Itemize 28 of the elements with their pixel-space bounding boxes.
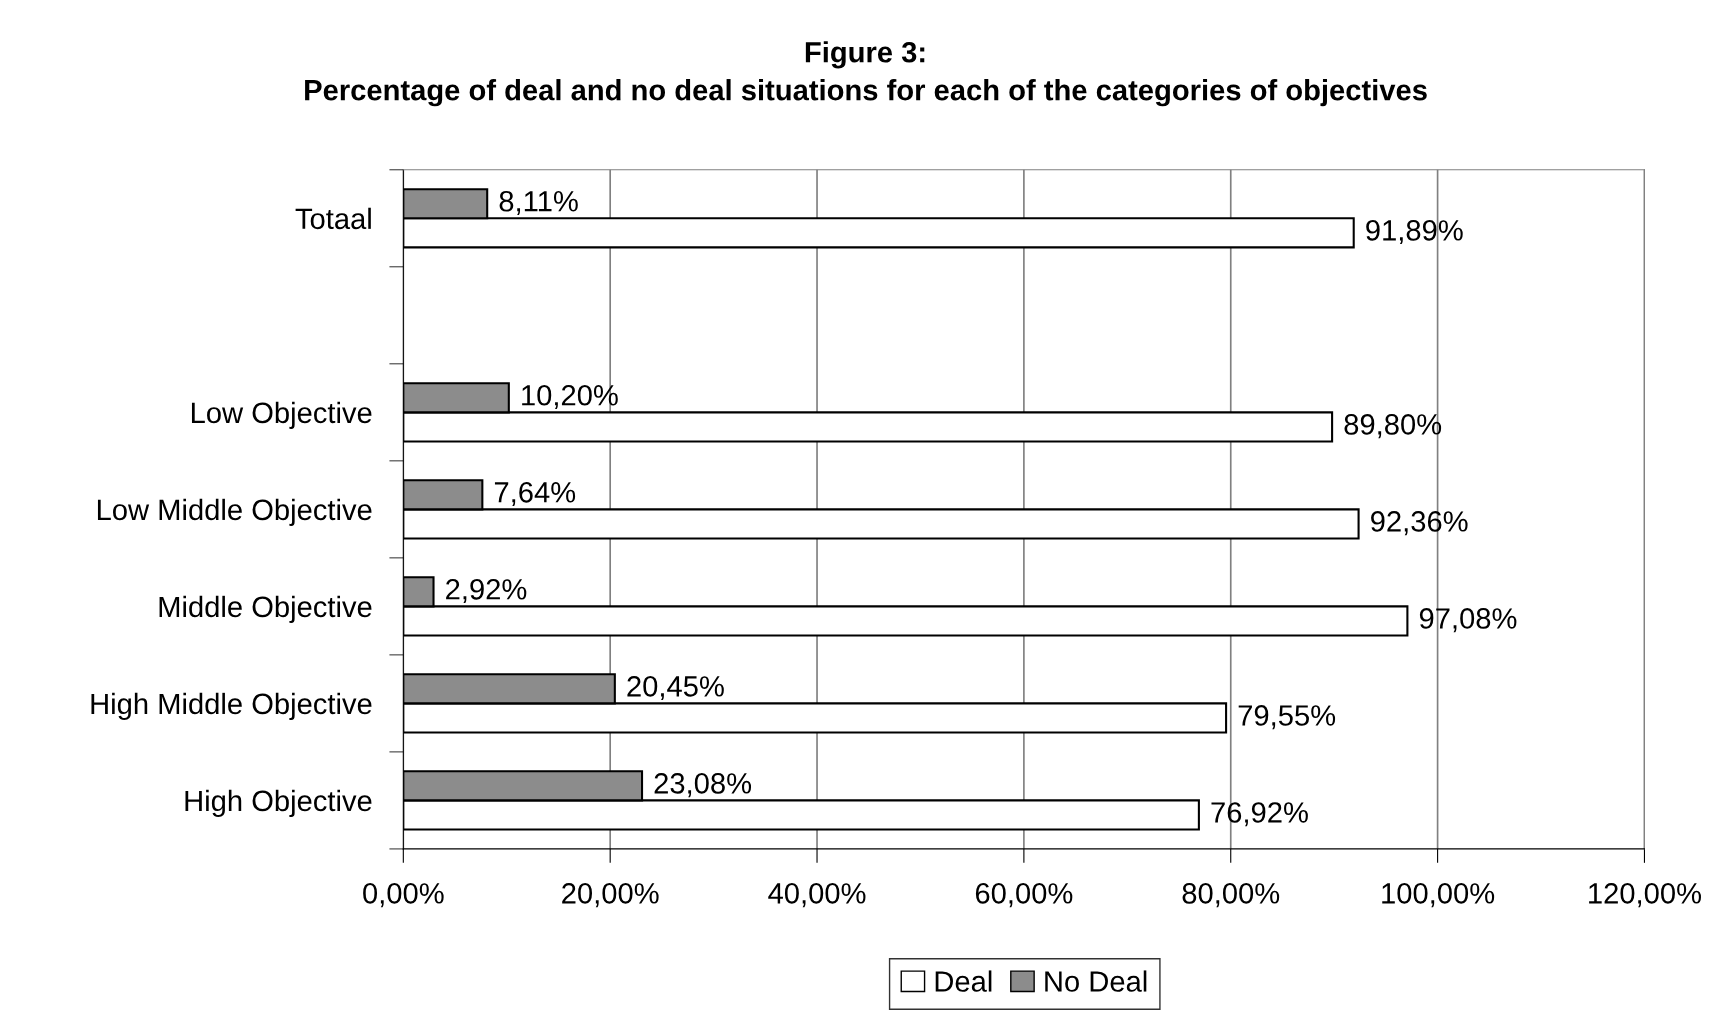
data-label: 8,11%: [499, 190, 578, 216]
y-tick-label: Middle Objective: [159, 595, 372, 623]
data-label: 92,36%: [1371, 511, 1468, 536]
x-tick-label: 60,00%: [975, 883, 1073, 908]
legend-label: Deal: [935, 970, 992, 992]
data-label: 7,64%: [494, 481, 576, 507]
data-label: 2,92%: [446, 579, 527, 604]
chart-title: Figure 3: Percentage of deal and no deal situations for each of the categories of objectives: [305, 41, 1427, 107]
data-label: 91,89%: [1366, 220, 1463, 245]
data-label: 10,20%: [522, 384, 618, 410]
data-label: 20,45%: [627, 676, 724, 701]
y-tick-label: Low Middle Objective: [97, 498, 372, 526]
data-label: 97,08%: [1419, 608, 1517, 633]
x-tick-label: 40,00%: [768, 883, 866, 908]
y-tick-label: Totaal: [295, 207, 371, 230]
y-tick-label: Low Objective: [191, 401, 372, 429]
x-tick-label: 120,00%: [1589, 883, 1701, 908]
data-label: 89,80%: [1344, 414, 1442, 439]
data-label: 76,92%: [1211, 802, 1308, 827]
data-label: 79,55%: [1238, 705, 1336, 730]
y-tick-label: High Middle Objective: [91, 692, 372, 721]
legend-label: No Deal: [1045, 970, 1147, 992]
x-tick-label: 80,00%: [1182, 883, 1280, 908]
y-tick-label: High Objective: [185, 789, 372, 818]
x-tick-label: 20,00%: [562, 883, 659, 908]
x-tick-label: 100,00%: [1382, 883, 1495, 908]
x-tick-label: 0,00%: [363, 883, 444, 908]
data-label: 23,08%: [654, 773, 752, 798]
